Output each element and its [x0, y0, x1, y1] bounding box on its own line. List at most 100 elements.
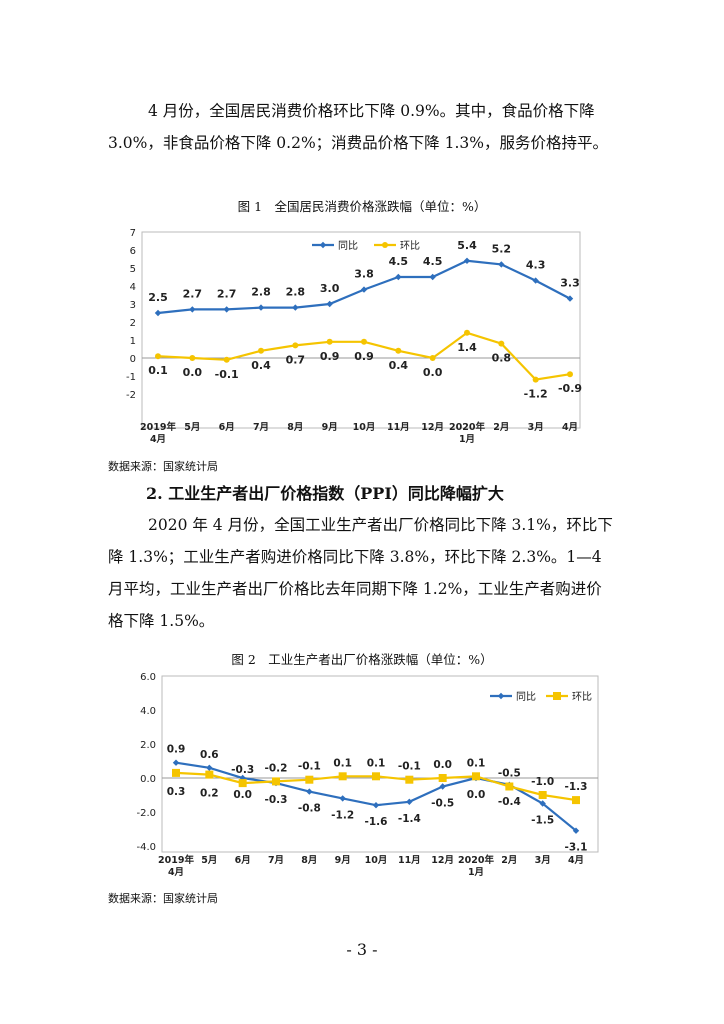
- data-point: [292, 304, 299, 311]
- data-point: [205, 770, 214, 779]
- data-point: [155, 353, 161, 360]
- data-label: -0.3: [231, 764, 254, 776]
- x-tick-label: 1月: [468, 867, 484, 878]
- data-label: 0.1: [148, 364, 168, 377]
- y-tick-label: 6: [130, 246, 136, 257]
- data-label: 0.0: [233, 789, 252, 801]
- x-tick-label: 6月: [219, 422, 235, 433]
- y-tick-label: 6.0: [140, 672, 156, 683]
- data-label: 5.4: [457, 239, 477, 252]
- paragraph-cpi-monthly: 4 月份，全国居民消费价格环比下降 0.9%。其中，食品价格下降 3.0%，非食…: [108, 102, 608, 152]
- data-point: [172, 768, 180, 777]
- y-tick-label: -2: [126, 390, 136, 401]
- data-label: -0.1: [215, 368, 239, 381]
- y-tick-label: 2.0: [140, 740, 156, 751]
- legend-label: 同比: [338, 240, 358, 252]
- data-label: 1.4: [457, 341, 477, 354]
- x-tick-label: 4月: [562, 422, 578, 433]
- legend-label: 环比: [572, 691, 592, 703]
- y-tick-label: 7: [130, 228, 136, 239]
- data-point: [505, 782, 514, 791]
- x-tick-label: 11月: [387, 422, 410, 433]
- data-point: [372, 802, 380, 809]
- data-label: 0.4: [251, 359, 271, 372]
- data-point: [154, 309, 162, 317]
- x-tick-label: 4月: [168, 867, 184, 878]
- legend-label: 同比: [516, 691, 536, 703]
- data-label: 0.6: [200, 749, 219, 761]
- y-tick-label: 0: [130, 354, 136, 365]
- x-tick-label: 3月: [528, 422, 544, 433]
- x-tick-label: 10月: [365, 855, 388, 866]
- figure-1-caption: 图 1 全国居民消费价格涨跌幅（单位：%）: [237, 199, 487, 214]
- page-number: - 3 -: [346, 940, 378, 959]
- data-point: [438, 774, 447, 782]
- y-tick-label: 3: [130, 300, 136, 311]
- data-point: [172, 759, 180, 766]
- data-label: 0.9: [320, 350, 340, 363]
- data-label: 4.3: [526, 259, 546, 272]
- data-point: [439, 783, 446, 790]
- data-label: -1.2: [331, 809, 354, 821]
- data-label: 0.1: [467, 757, 486, 769]
- x-tick-label: 5月: [201, 855, 217, 866]
- data-label: 0.2: [200, 788, 219, 800]
- x-tick-label: 8月: [301, 855, 317, 866]
- data-point: [272, 777, 280, 786]
- x-tick-label: 2019年: [158, 854, 194, 866]
- data-point: [223, 356, 230, 363]
- data-label: -3.1: [565, 842, 588, 854]
- data-point: [539, 800, 546, 807]
- data-label: -0.3: [265, 794, 288, 806]
- legend-label: 环比: [400, 240, 420, 252]
- x-tick-label: 7月: [268, 855, 284, 866]
- y-tick-label: 5: [130, 264, 136, 275]
- data-label: -0.4: [498, 796, 521, 808]
- figure-2-caption: 图 2 工业生产者出厂价格涨跌幅（单位：%）: [231, 652, 493, 667]
- x-tick-label: 8月: [287, 422, 303, 433]
- data-label: 2.7: [183, 287, 203, 300]
- data-point: [360, 286, 368, 293]
- x-tick-label: 2月: [501, 855, 517, 866]
- x-tick-label: 2019年: [140, 421, 176, 433]
- data-label: 3.3: [560, 277, 580, 290]
- y-tick-label: 4.0: [140, 706, 156, 717]
- data-point: [572, 796, 580, 805]
- data-label: -0.2: [265, 762, 288, 774]
- data-label: 3.8: [354, 268, 374, 281]
- data-label: 0.0: [423, 366, 443, 379]
- data-point: [429, 355, 436, 361]
- data-label: 0.0: [183, 366, 203, 379]
- data-point: [189, 355, 196, 361]
- data-label: 0.4: [389, 359, 409, 372]
- y-tick-label: -2.0: [136, 808, 156, 819]
- data-label: 0.1: [367, 757, 386, 769]
- y-tick-label: 1: [130, 336, 136, 347]
- data-point: [429, 273, 436, 281]
- data-label: 2.5: [148, 291, 168, 304]
- data-label: 0.1: [333, 757, 352, 769]
- y-tick-label: 4: [130, 282, 136, 293]
- data-point: [339, 795, 346, 802]
- x-tick-label: 12月: [421, 422, 444, 433]
- data-label: 0.0: [467, 789, 486, 801]
- data-point: [326, 300, 333, 308]
- x-tick-label: 2月: [493, 422, 509, 433]
- y-tick-label: 0.0: [140, 774, 156, 785]
- legend-marker: [319, 241, 327, 249]
- data-point: [498, 340, 505, 347]
- x-tick-label: 2020年: [458, 854, 494, 866]
- data-label: 0.9: [354, 350, 374, 363]
- x-tick-label: 12月: [431, 855, 454, 866]
- y-tick-label: -4.0: [136, 842, 156, 853]
- data-point: [306, 788, 313, 795]
- x-tick-label: 11月: [398, 855, 421, 866]
- data-label: 2.8: [286, 286, 306, 299]
- data-point: [532, 376, 539, 383]
- data-point: [567, 371, 573, 378]
- data-label: -0.1: [398, 761, 421, 773]
- x-tick-label: 4月: [568, 855, 584, 866]
- data-point: [338, 772, 347, 781]
- plot-frame: [141, 231, 581, 429]
